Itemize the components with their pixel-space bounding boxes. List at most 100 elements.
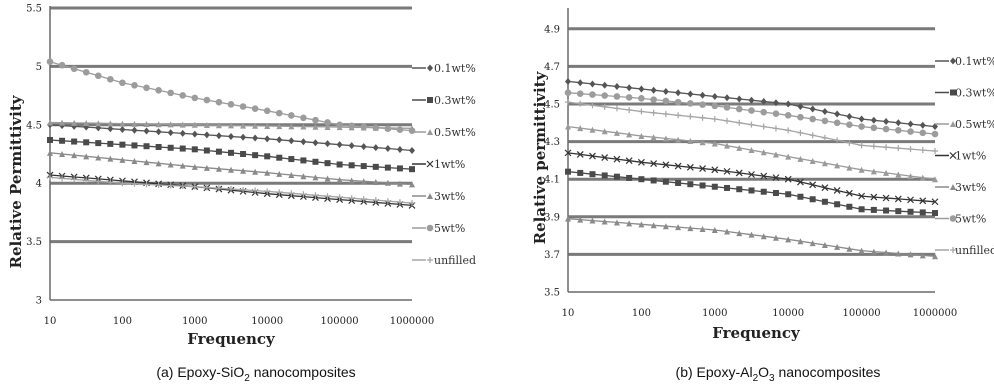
data-point xyxy=(191,163,198,170)
data-point xyxy=(724,94,731,102)
data-point xyxy=(748,231,755,238)
data-point xyxy=(83,177,90,184)
data-point xyxy=(360,163,367,170)
data-point xyxy=(613,155,621,163)
data-point xyxy=(650,160,658,167)
data-point xyxy=(834,137,841,144)
data-point xyxy=(785,100,792,108)
x-tick-label: 100000 xyxy=(321,316,359,327)
y-tick-label: 4.5 xyxy=(26,120,42,131)
data-point xyxy=(687,225,694,232)
data-point xyxy=(288,190,295,197)
data-point xyxy=(821,160,828,167)
data-point xyxy=(772,110,780,118)
data-point xyxy=(577,79,584,87)
data-point xyxy=(760,123,767,130)
data-point xyxy=(228,186,234,193)
data-point xyxy=(846,121,853,128)
data-point xyxy=(252,152,259,159)
legend-marker xyxy=(426,224,434,232)
data-point xyxy=(191,130,198,138)
data-point xyxy=(336,121,343,129)
data-point xyxy=(336,176,343,183)
data-point xyxy=(131,126,138,134)
data-point xyxy=(858,123,865,130)
data-point xyxy=(300,123,307,130)
data-point xyxy=(613,173,620,180)
data-point xyxy=(834,110,841,118)
data-point xyxy=(723,104,731,111)
data-point xyxy=(662,135,669,142)
data-point xyxy=(638,176,645,183)
data-point xyxy=(252,134,259,142)
data-point xyxy=(724,184,731,191)
data-point xyxy=(95,178,102,185)
x-tick-label: 10 xyxy=(562,308,575,319)
legend-label: 0.5wt% xyxy=(434,126,476,139)
data-point xyxy=(59,151,66,157)
data-point xyxy=(613,93,621,100)
data-point xyxy=(601,154,609,162)
data-point xyxy=(228,132,234,140)
data-point xyxy=(748,187,755,194)
data-point xyxy=(858,206,865,213)
data-point xyxy=(312,158,319,165)
data-point xyxy=(47,136,53,143)
data-point xyxy=(662,87,669,95)
data-point xyxy=(82,68,90,76)
data-point xyxy=(384,145,391,153)
data-point xyxy=(372,163,379,170)
data-point xyxy=(71,176,78,183)
data-point xyxy=(240,151,247,157)
data-point xyxy=(919,174,926,181)
data-point xyxy=(821,198,828,205)
data-point xyxy=(675,224,682,231)
data-point xyxy=(203,164,210,171)
legend-marker xyxy=(950,89,956,96)
data-point xyxy=(143,121,150,128)
y-tick-label: 5.5 xyxy=(26,4,42,15)
data-point xyxy=(662,111,669,118)
data-point xyxy=(360,178,367,185)
chart-b-ylabel: Relative permittivity xyxy=(531,70,549,244)
series-line-5 xyxy=(49,61,413,132)
data-point xyxy=(687,137,694,144)
data-point xyxy=(601,128,608,135)
data-point xyxy=(95,120,102,127)
data-point xyxy=(263,107,271,115)
data-point xyxy=(907,251,914,258)
data-point xyxy=(907,120,914,128)
data-point xyxy=(797,129,804,136)
data-point xyxy=(894,195,902,203)
data-point xyxy=(919,129,927,137)
data-point xyxy=(589,217,596,224)
legend-marker xyxy=(426,160,434,168)
data-point xyxy=(809,158,816,165)
data-point xyxy=(312,192,319,199)
data-point xyxy=(167,129,174,137)
data-point xyxy=(760,149,767,156)
data-point xyxy=(870,206,877,213)
data-point xyxy=(662,161,670,169)
y-tick-label: 4.5 xyxy=(544,100,560,111)
data-point xyxy=(687,100,694,107)
legend-marker xyxy=(950,184,956,190)
data-point xyxy=(59,119,66,126)
data-point xyxy=(613,82,620,90)
data-point xyxy=(276,136,283,144)
data-point xyxy=(638,221,645,228)
data-point xyxy=(785,236,792,243)
data-point xyxy=(736,144,743,151)
data-point xyxy=(564,89,572,97)
data-point xyxy=(276,154,283,161)
data-point xyxy=(167,144,174,151)
data-point xyxy=(324,123,331,130)
data-point xyxy=(409,166,415,173)
chart-a-epoxy-sio2: 3 3.5 4 4.5 5 5.5 10 100 1000 10000 100000 1000000 0… xyxy=(26,4,476,328)
data-point xyxy=(312,123,319,130)
data-point xyxy=(932,253,938,260)
data-point xyxy=(348,162,355,169)
data-point xyxy=(883,249,890,256)
x-tick-label: 1000000 xyxy=(390,316,435,327)
y-tick-label: 3.5 xyxy=(544,288,560,299)
